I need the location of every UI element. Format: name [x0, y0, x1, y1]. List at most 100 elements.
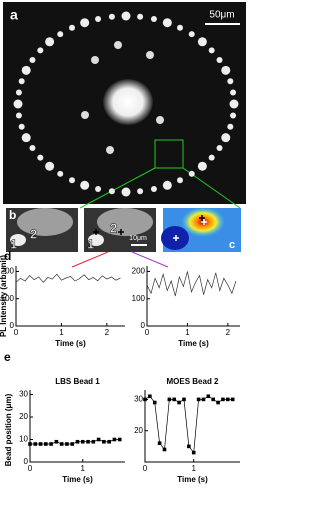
bead-spot — [69, 24, 75, 31]
data-point — [216, 400, 220, 405]
data-point — [172, 397, 177, 402]
bead-spot — [162, 18, 172, 28]
data-point — [196, 397, 201, 402]
bead-spot — [162, 180, 172, 190]
bead-spot — [80, 18, 90, 28]
data-point — [59, 442, 64, 446]
bead-spot — [150, 186, 157, 193]
x-tick-label: 1 — [81, 464, 86, 473]
x-tick-label: 0 — [14, 328, 19, 337]
bead-spot — [188, 170, 195, 177]
x-tick-label: 1 — [185, 328, 190, 337]
bead-spot — [188, 31, 195, 38]
image-a: a 50μm — [3, 2, 246, 209]
bead-spot — [15, 112, 22, 119]
data-point — [191, 450, 196, 455]
data-point — [96, 437, 101, 442]
scale-label: 10μm — [129, 235, 147, 242]
x-tick-label: 2 — [105, 328, 110, 337]
data-point — [148, 394, 152, 399]
bead-spot — [13, 99, 23, 109]
data-point — [28, 442, 32, 446]
bead-label: 1 — [87, 236, 94, 251]
bead-spot — [229, 99, 239, 109]
data-point — [117, 437, 122, 442]
bead-spot — [156, 116, 164, 124]
bead-spot — [37, 47, 44, 54]
x-axis-label: Time (s) — [177, 475, 208, 484]
bead-spot — [91, 56, 99, 64]
x-tick-label: 1 — [59, 328, 64, 337]
y-tick-label: 0 — [24, 457, 29, 466]
y-tick-label: 100 — [1, 294, 15, 303]
bead-spot — [29, 57, 36, 63]
bead-label: 2 — [30, 226, 37, 241]
bead-spot — [29, 145, 36, 151]
bead-spot — [106, 146, 114, 154]
x-tick-label: 1 — [191, 464, 196, 473]
y-tick-label: 100 — [132, 294, 146, 303]
bead-spot — [137, 188, 144, 195]
x-axis-label: Time (s) — [55, 339, 86, 348]
arrow — [71, 251, 109, 268]
bead-spot — [108, 13, 115, 20]
x-axis-label: Time (s) — [62, 475, 93, 484]
bead-spot — [177, 177, 183, 184]
data-point — [38, 442, 43, 446]
bead-spot — [177, 24, 183, 31]
axes — [29, 390, 125, 463]
y-tick-label: 200 — [132, 267, 146, 276]
data-line — [30, 439, 120, 445]
y-axis-label: PL Intensity (arb.unit) — [0, 255, 8, 337]
data-point — [201, 397, 206, 402]
bead-spot — [81, 111, 89, 119]
data-point — [182, 397, 186, 402]
bead-spot — [150, 15, 157, 22]
bead-spot — [95, 186, 102, 193]
data-point — [86, 439, 90, 444]
bead-spot — [95, 15, 102, 22]
bead-label: 2 — [110, 220, 117, 235]
bead-spot — [208, 47, 215, 54]
data-point — [143, 397, 147, 402]
panel-label: e — [4, 350, 11, 364]
data-point — [44, 442, 48, 446]
data-point — [54, 439, 59, 444]
data-point — [162, 447, 167, 452]
bead-spot — [146, 51, 154, 59]
bead-spot — [137, 13, 144, 20]
bead-spot — [208, 154, 215, 161]
data-point — [152, 400, 157, 405]
bead-spot — [37, 154, 44, 161]
y-tick-label: 0 — [10, 321, 15, 330]
y-tick-label: 20 — [19, 412, 28, 421]
bead-spot — [57, 170, 64, 177]
bead-spot — [227, 78, 234, 85]
data-point — [187, 444, 191, 449]
bead-spot — [216, 145, 223, 151]
data-point — [65, 442, 69, 446]
bead-spot — [221, 65, 231, 75]
y-tick-label: 0 — [141, 321, 146, 330]
panel-label: a — [10, 7, 18, 23]
y-tick-label: 20 — [134, 426, 143, 435]
bead-spot — [108, 188, 115, 195]
data-point — [91, 439, 96, 444]
x-axis-label: Time (s) — [178, 339, 209, 348]
scale-label: 50μm — [209, 10, 234, 21]
chart-title: MOES Bead 2 — [166, 377, 219, 386]
data-point — [167, 397, 172, 402]
x-tick-label: 0 — [145, 328, 150, 337]
bead-spot — [121, 187, 131, 197]
data-point — [33, 442, 38, 446]
data-point — [80, 439, 85, 444]
bead-spot — [18, 123, 25, 130]
bead-spot — [121, 11, 131, 21]
bead-spot — [230, 112, 237, 119]
y-tick-label: 200 — [1, 267, 15, 276]
bead-spot — [230, 89, 237, 96]
panel-label: b — [9, 208, 16, 222]
image-b: b 1 2 — [6, 208, 78, 252]
bead-spot — [57, 31, 64, 38]
x-tick-label: 0 — [28, 464, 33, 473]
